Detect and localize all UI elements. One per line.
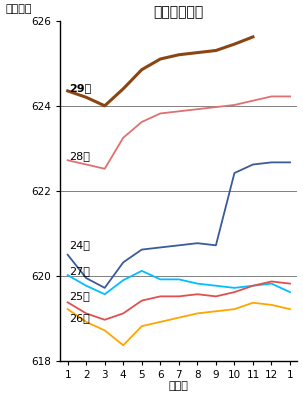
Text: 24年: 24年 bbox=[69, 240, 90, 251]
Y-axis label: （万人）: （万人） bbox=[5, 4, 32, 14]
X-axis label: （月）: （月） bbox=[169, 382, 189, 391]
Text: 25年: 25年 bbox=[69, 291, 90, 301]
Text: 28年: 28年 bbox=[69, 151, 90, 161]
Text: 27年: 27年 bbox=[69, 266, 90, 276]
Text: 29年: 29年 bbox=[69, 83, 92, 93]
Text: 26年: 26年 bbox=[69, 313, 90, 323]
Title: 月別人口推移: 月別人口推移 bbox=[154, 6, 204, 19]
